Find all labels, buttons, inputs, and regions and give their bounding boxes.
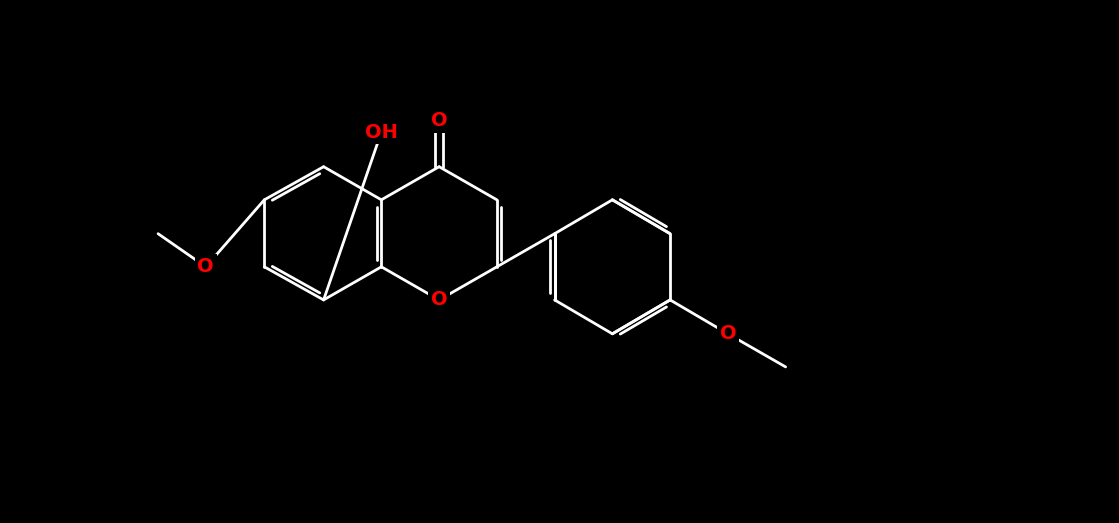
Text: O: O bbox=[197, 257, 214, 276]
Text: O: O bbox=[720, 324, 736, 343]
Text: OH: OH bbox=[365, 122, 398, 142]
Text: O: O bbox=[431, 290, 448, 310]
Text: O: O bbox=[431, 111, 448, 130]
